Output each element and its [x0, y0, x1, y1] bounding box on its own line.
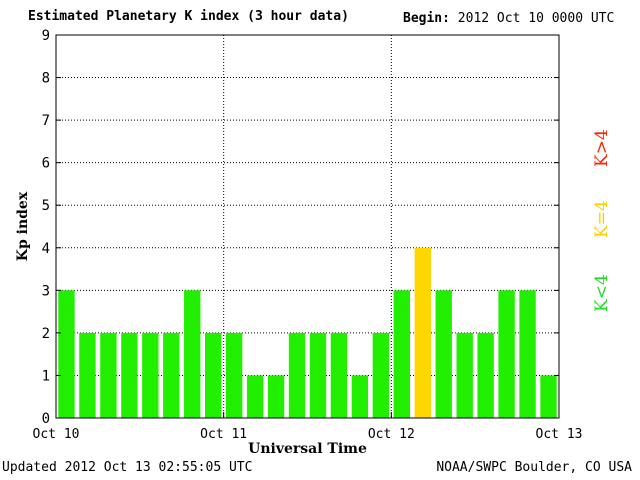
- begin-label: Begin:: [403, 11, 450, 26]
- x-tick-label: Oct 13: [536, 427, 583, 442]
- y-axis-label: Kp index: [15, 191, 31, 261]
- y-tick-label: 9: [42, 28, 50, 44]
- kp-bar: [142, 332, 159, 418]
- kp-bar: [477, 332, 494, 418]
- y-tick-label: 1: [42, 368, 50, 384]
- kp-bar: [163, 332, 180, 418]
- bars: [58, 247, 557, 418]
- y-tick-label: 7: [42, 113, 50, 129]
- kp-bar: [225, 332, 243, 418]
- kp-bar: [414, 247, 431, 418]
- y-tick-label: 0: [42, 411, 50, 427]
- kp-bar: [205, 332, 222, 418]
- y-tick-label: 6: [42, 156, 50, 172]
- x-axis-label: Universal Time: [248, 441, 367, 457]
- y-tick-label: 8: [42, 71, 50, 87]
- kp-bar: [456, 332, 473, 418]
- kp-bar: [435, 290, 452, 418]
- y-tick-label: 3: [42, 283, 50, 299]
- kp-bar: [184, 290, 201, 418]
- updated-timestamp: Updated 2012 Oct 13 02:55:05 UTC: [2, 460, 253, 475]
- y-tick-label: 4: [42, 241, 50, 257]
- kp-bar: [288, 332, 306, 418]
- kp-bar: [79, 332, 96, 418]
- kp-bar: [351, 375, 369, 418]
- legend-k-above-4: K>4: [592, 129, 612, 167]
- kp-bar: [519, 290, 536, 418]
- y-axis: 0 1 2 3 4 5 6 7 8 9: [42, 28, 559, 427]
- kp-bar: [100, 332, 117, 418]
- kp-bar: [309, 332, 327, 418]
- begin-info: Begin: 2012 Oct 10 0000 UTC: [403, 11, 614, 26]
- y-tick-label: 5: [42, 198, 50, 214]
- x-tick-label: Oct 10: [33, 427, 80, 442]
- x-axis: Oct 10 Oct 11 Oct 12 Oct 13: [33, 412, 583, 442]
- begin-value: 2012 Oct 10 0000 UTC: [457, 11, 615, 26]
- kp-bar: [393, 290, 410, 418]
- kp-bar: [540, 375, 557, 418]
- chart-title: Estimated Planetary K index (3 hour data…: [28, 9, 349, 24]
- kp-bar: [372, 332, 390, 418]
- grid-lines: [56, 34, 559, 418]
- legend-k-equal-4: K=4: [592, 200, 612, 238]
- kp-bar: [330, 332, 348, 418]
- legend-k-below-4: K<4: [592, 274, 612, 312]
- kp-bar: [121, 332, 138, 418]
- x-tick-label: Oct 12: [368, 427, 415, 442]
- kp-bar: [498, 290, 515, 418]
- y-tick-label: 2: [42, 326, 50, 342]
- kp-bar: [58, 290, 75, 418]
- x-tick-label: Oct 11: [200, 427, 247, 442]
- kp-bar: [246, 375, 264, 418]
- kp-bar: [267, 375, 285, 418]
- plot-frame: [55, 34, 560, 419]
- credit-text: NOAA/SWPC Boulder, CO USA: [436, 460, 632, 475]
